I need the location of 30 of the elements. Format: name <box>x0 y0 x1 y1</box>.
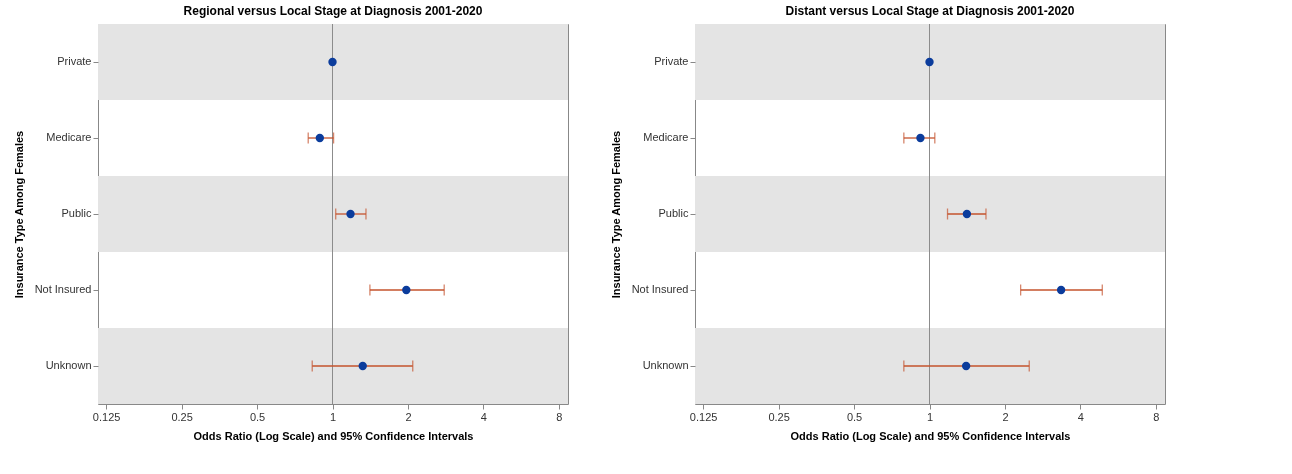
x-axis-title: Odds Ratio (Log Scale) and 95% Confidence Intervals <box>193 429 474 442</box>
y-tick-label: Private <box>654 55 689 67</box>
y-tick-label: Medicare <box>46 131 92 143</box>
x-tick-label: 0.25 <box>768 410 790 423</box>
x-tick-label: 4 <box>480 410 487 423</box>
x-tick-label: 2 <box>405 410 412 423</box>
x-tick-label: 2 <box>1002 410 1009 423</box>
y-tick-label: Private <box>57 55 92 67</box>
chart-title: Regional versus Local Stage at Diagnosis 2001-2020 <box>183 3 483 18</box>
x-tick-label: 4 <box>1077 410 1084 423</box>
y-tick-label: Medicare <box>643 131 689 143</box>
x-tick-label: 0.125 <box>689 410 718 423</box>
y-tick-label: Public <box>658 207 689 219</box>
y-tick-label: Public <box>61 207 92 219</box>
x-tick-label: 0.125 <box>92 410 121 423</box>
y-axis-title: Insurance Type Among Females <box>609 130 622 299</box>
y-tick-label: Not Insured <box>34 283 92 295</box>
y-tick-label: Not Insured <box>631 283 689 295</box>
y-tick-label: Unknown <box>642 359 689 371</box>
y-tick-label: Unknown <box>45 359 92 371</box>
chart-title: Distant versus Local Stage at Diagnosis 2001-2020 <box>785 3 1075 18</box>
x-tick-label: 1 <box>329 410 337 423</box>
x-tick-label: 8 <box>556 410 563 423</box>
x-tick-label: 0.5 <box>846 410 863 423</box>
x-tick-label: 0.25 <box>171 410 193 423</box>
x-axis-title: Odds Ratio (Log Scale) and 95% Confidence Intervals <box>790 429 1071 442</box>
x-tick-label: 8 <box>1153 410 1160 423</box>
x-tick-label: 1 <box>926 410 934 423</box>
y-axis-title: Insurance Type Among Females <box>12 130 25 299</box>
x-tick-label: 0.5 <box>249 410 266 423</box>
